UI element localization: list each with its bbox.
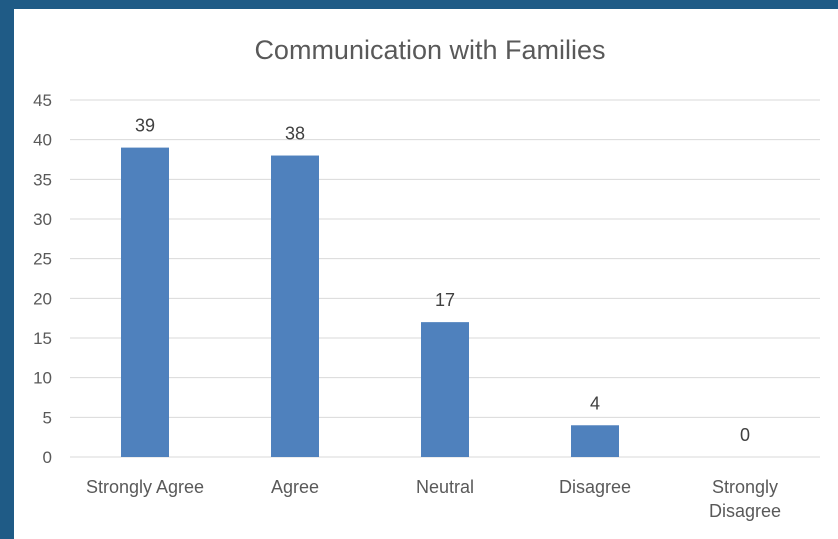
y-tick-label: 45 [33, 91, 52, 110]
y-tick-label: 30 [33, 210, 52, 229]
y-tick-label: 5 [43, 408, 52, 427]
y-tick-label: 40 [33, 131, 52, 150]
data-label: 39 [135, 116, 155, 136]
bar [121, 147, 169, 457]
bar [571, 425, 619, 457]
category-label: Strongly Agree [86, 477, 204, 497]
category-label: Disagree [559, 477, 631, 497]
y-tick-label: 20 [33, 289, 52, 308]
data-label: 4 [590, 393, 600, 413]
y-tick-label: 0 [43, 448, 52, 467]
y-tick-label: 15 [33, 329, 52, 348]
y-tick-label: 25 [33, 250, 52, 269]
y-tick-label: 10 [33, 369, 52, 388]
data-label: 17 [435, 290, 455, 310]
category-label: Disagree [709, 501, 781, 521]
y-axis-ticks: 0 5 10 15 20 25 30 35 40 45 [33, 91, 52, 467]
category-label: Neutral [416, 477, 474, 497]
data-label: 38 [285, 124, 305, 144]
y-tick-label: 35 [33, 170, 52, 189]
bar [421, 322, 469, 457]
x-axis-categories: Strongly Agree Agree Neutral Disagree Strong… [86, 477, 781, 521]
bar [271, 155, 319, 458]
category-label: Strongly [712, 477, 778, 497]
data-label: 0 [740, 425, 750, 445]
data-labels: 39 38 17 4 0 [135, 116, 750, 445]
bars [121, 147, 619, 458]
chart-title: Communication with Families [254, 35, 605, 65]
category-label: Agree [271, 477, 319, 497]
